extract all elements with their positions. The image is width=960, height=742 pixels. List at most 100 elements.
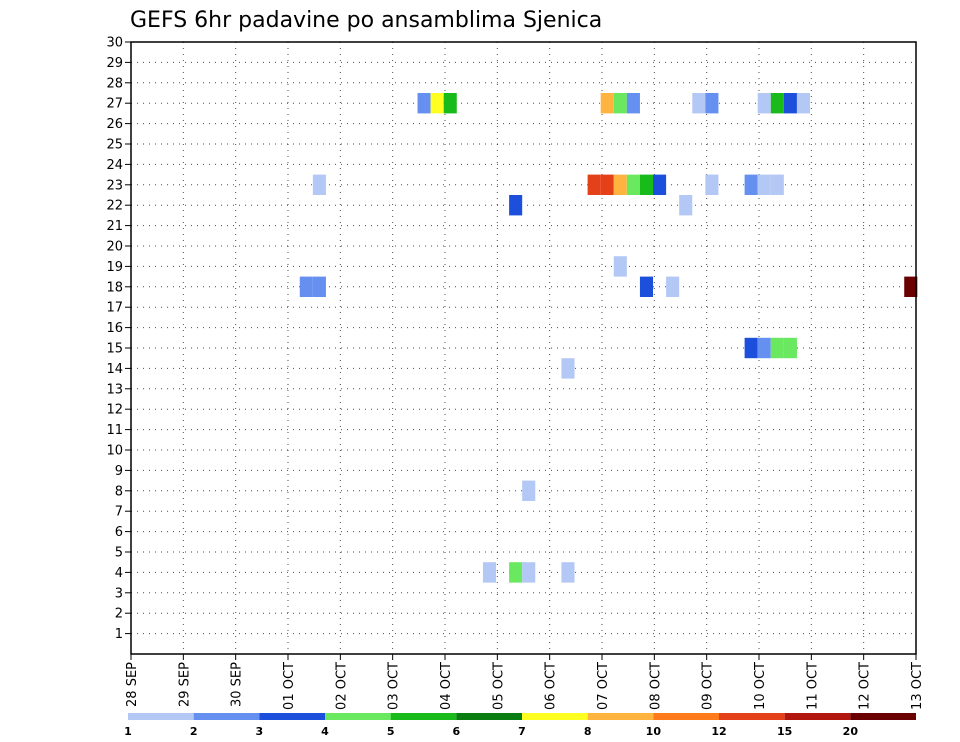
y-tick-label: 2 [115,607,123,622]
data-cell [744,174,758,195]
data-cell [430,93,444,114]
x-tick-label: 05 OCT [491,662,506,710]
data-cell [705,93,719,114]
data-cell [770,337,784,359]
legend-label: 4 [321,725,329,738]
legend-label: 1 [124,725,132,738]
legend-swatch [259,713,325,720]
data-cell [509,562,523,583]
y-tick-label: 7 [115,505,123,520]
data-cell [757,174,771,195]
data-cell [522,480,536,501]
data-cell [796,93,811,114]
y-tick-label: 15 [106,342,123,357]
data-cells [299,93,918,583]
data-cell [312,276,326,297]
y-tick-label: 4 [115,566,123,581]
x-tick-label: 12 OCT [858,662,873,710]
x-tick-label: 11 OCT [805,662,820,710]
legend-swatch [128,713,194,720]
legend-label: 12 [711,725,726,738]
legend-swatch [653,713,719,720]
y-tick-label: 29 [106,56,123,71]
legend-swatch [587,713,654,720]
data-cell [666,276,680,297]
legend-swatch [325,713,391,720]
y-tick-label: 6 [115,525,123,540]
data-cell [679,195,693,216]
legend-swatch [456,713,522,720]
data-cell [783,337,797,359]
data-cell [757,337,771,359]
data-cell [757,93,771,114]
data-cell [639,276,654,297]
x-axis: 28 SEP 29 SEP 30 SEP 01 OCT 02 OCT 03 OCT 04 O… [125,654,925,710]
data-cell [561,562,575,583]
data-cell [312,174,326,195]
y-tick-label: 24 [106,158,123,173]
data-cell [613,174,627,195]
y-tick-label: 1 [115,627,123,642]
data-cell [904,276,918,297]
data-cell [299,276,313,297]
y-tick-label: 18 [106,280,123,295]
data-cell [417,93,431,114]
y-tick-label: 16 [106,321,123,336]
x-tick-label: 29 SEP [177,662,192,707]
y-tick-label: 25 [106,138,123,153]
y-tick-label: 10 [106,444,123,459]
legend-label: 15 [777,725,792,738]
y-tick-label: 8 [115,484,123,499]
x-tick-label: 30 SEP [230,662,245,707]
y-tick-label: 21 [106,219,123,234]
y-tick-label: 12 [106,403,123,418]
legend-label: 8 [584,725,592,738]
y-tick-label: 5 [115,546,123,561]
data-cell [522,562,536,583]
data-cell [770,174,784,195]
data-cell [613,93,627,114]
data-cell [705,174,719,195]
x-tick-label: 07 OCT [596,662,611,710]
x-tick-label: 02 OCT [334,662,349,710]
data-cell [653,174,667,195]
legend-label: 5 [387,725,395,738]
legend-swatch [784,713,851,720]
legend-label: 20 [843,725,859,738]
data-cell [561,358,575,379]
data-cell [626,93,640,114]
legend-swatch [193,713,260,720]
x-tick-label: 09 OCT [701,662,716,710]
data-cell [613,256,627,277]
x-tick-label: 04 OCT [439,662,454,710]
y-tick-label: 23 [106,178,123,193]
legend-label: 6 [453,725,461,738]
y-tick-label: 14 [106,362,123,377]
data-cell [482,562,497,583]
legend-label: 3 [256,725,264,738]
legend-swatch [719,713,785,720]
x-tick-label: 28 SEP [125,662,140,707]
legend-swatch [390,713,457,720]
y-tick-label: 27 [106,97,123,112]
data-cell [600,93,614,114]
y-tick-label: 3 [115,586,123,601]
x-tick-label: 06 OCT [544,662,559,710]
data-cell [626,174,640,195]
legend-swatch [522,713,588,720]
legend-label: 2 [190,725,198,738]
data-cell [770,93,784,114]
data-cell [744,337,758,359]
x-tick-label: 03 OCT [387,662,402,710]
data-cell [509,195,523,216]
x-tick-label: 10 OCT [753,662,768,710]
y-tick-label: 28 [106,76,123,91]
legend-label: 10 [646,725,662,738]
data-cell [692,93,706,114]
data-cell [443,93,457,114]
x-tick-label: 08 OCT [648,662,663,710]
y-tick-label: 13 [106,382,123,397]
y-tick-label: 9 [115,464,123,479]
color-legend: 1 2 3 4 5 6 7 8 10 12 15 20 [124,713,916,738]
data-cell [600,174,614,195]
